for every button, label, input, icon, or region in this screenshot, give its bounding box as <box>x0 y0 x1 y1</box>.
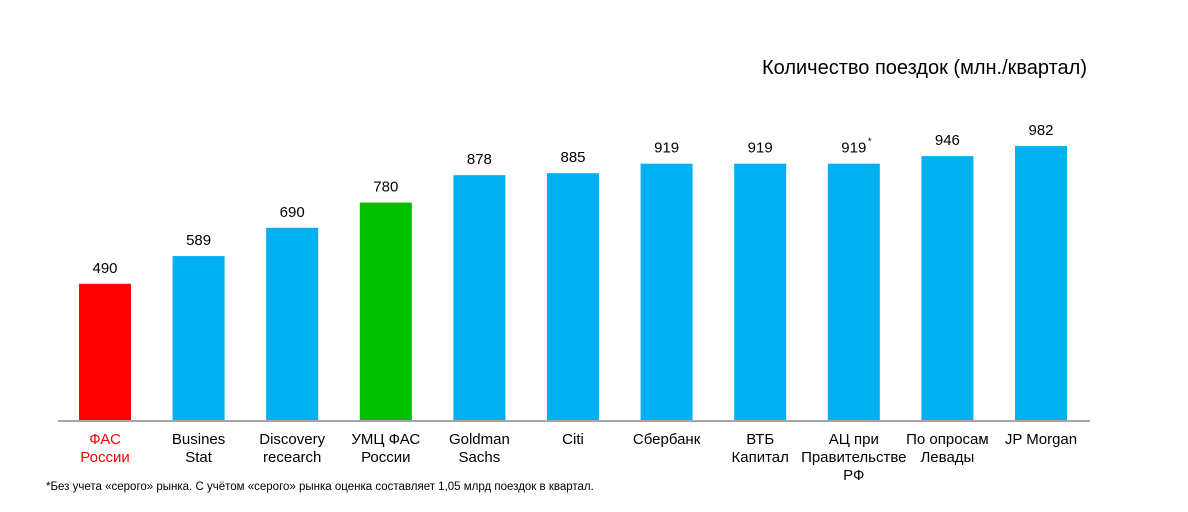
category-label-9-0: По опросам <box>906 431 989 448</box>
chart-title: Количество поездок (млн./квартал) <box>762 57 1087 79</box>
category-label-8-0: АЦ при <box>829 431 879 448</box>
bar-6 <box>640 163 693 421</box>
bar-7 <box>734 163 787 421</box>
category-label-9-1: Левады <box>920 449 974 466</box>
category-label-3-0: УМЦ ФАС <box>351 431 420 448</box>
category-label-7-1: Капитал <box>732 449 789 466</box>
category-label-8-1: Правительстве <box>801 449 906 466</box>
data-label-2: 690 <box>280 204 305 221</box>
bar-5 <box>547 173 599 421</box>
bar-0 <box>79 283 131 421</box>
data-label-8: 919 <box>841 140 866 157</box>
category-label-0-1: России <box>80 449 129 466</box>
data-label-10: 982 <box>1028 122 1053 139</box>
data-label-4: 878 <box>467 151 492 168</box>
bar-8 <box>827 163 880 421</box>
category-label-4-1: Sachs <box>459 449 501 466</box>
bar-2 <box>266 227 319 421</box>
category-label-0-0: ФАС <box>89 431 121 448</box>
data-label-marker-8: * <box>868 137 872 148</box>
data-label-6: 919 <box>654 140 679 157</box>
category-label-2-0: Discovery <box>259 431 325 448</box>
data-label-9: 946 <box>935 132 960 149</box>
footnote: *Без учета «серого» рынка. С учётом «сер… <box>46 481 594 493</box>
data-label-7: 919 <box>748 140 773 157</box>
data-label-3: 780 <box>373 179 398 196</box>
category-label-3-1: России <box>361 449 410 466</box>
bar-9 <box>921 156 974 421</box>
category-label-7-0: ВТБ <box>746 431 774 448</box>
category-label-2-1: recearch <box>263 449 321 466</box>
data-label-0: 490 <box>92 260 117 277</box>
category-label-8-2: РФ <box>843 467 864 484</box>
data-label-5: 885 <box>560 149 585 166</box>
bar-10 <box>1015 146 1067 422</box>
category-label-6-0: Сбербанк <box>633 431 701 448</box>
category-label-10-0: JP Morgan <box>1005 431 1077 448</box>
data-label-1: 589 <box>186 232 211 249</box>
category-label-1-1: Stat <box>185 449 213 466</box>
bar-1 <box>172 256 225 421</box>
category-label-1-0: Busines <box>172 431 225 448</box>
category-label-5-0: Citi <box>562 431 584 448</box>
category-label-4-0: Goldman <box>449 431 510 448</box>
bar-3 <box>359 202 412 421</box>
bar-4 <box>453 175 506 421</box>
